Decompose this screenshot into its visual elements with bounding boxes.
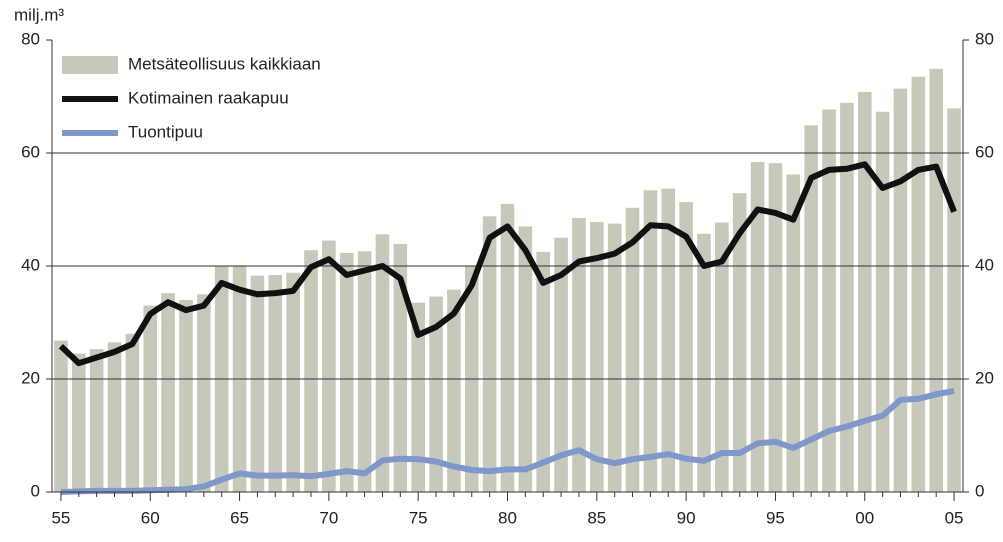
y-unit-label: milj.m³ xyxy=(14,5,64,24)
x-tick-label: 70 xyxy=(319,508,338,527)
bar xyxy=(893,88,908,492)
bar xyxy=(822,109,836,493)
y-tick-label: 80 xyxy=(21,29,40,48)
bar xyxy=(786,174,801,492)
bar xyxy=(661,188,676,492)
bar xyxy=(179,299,193,492)
bar xyxy=(268,275,283,492)
bar xyxy=(54,340,68,492)
bar xyxy=(339,253,354,492)
bar xyxy=(643,190,658,493)
bar xyxy=(590,221,604,492)
legend-swatch xyxy=(62,56,118,74)
x-tick-label: 60 xyxy=(141,508,160,527)
y2-tick-label: 40 xyxy=(975,255,994,274)
bar xyxy=(911,76,926,492)
bar xyxy=(143,305,158,492)
bar xyxy=(304,250,318,492)
bar xyxy=(107,342,122,492)
bar xyxy=(768,163,783,493)
bar xyxy=(840,102,854,492)
bar xyxy=(447,289,461,492)
y2-tick-label: 20 xyxy=(975,368,994,387)
bar xyxy=(375,234,390,493)
x-tick-label: 00 xyxy=(855,508,874,527)
bars xyxy=(54,68,961,493)
bar xyxy=(500,203,515,492)
bar xyxy=(715,222,729,492)
bar xyxy=(697,233,711,493)
y-tick-label: 40 xyxy=(21,255,40,274)
bar xyxy=(393,243,408,492)
bar xyxy=(411,302,425,492)
bar xyxy=(929,68,943,492)
bar xyxy=(947,108,961,493)
bar xyxy=(857,91,872,492)
bar xyxy=(286,272,300,492)
y2-tick-label: 0 xyxy=(975,481,984,500)
bar xyxy=(89,349,104,492)
bar xyxy=(804,125,818,492)
bar xyxy=(250,275,265,492)
bar xyxy=(607,223,622,492)
x-tick-label: 90 xyxy=(677,508,696,527)
bar xyxy=(357,251,372,492)
bar xyxy=(875,111,890,492)
legend-label: Kotimainen raakapuu xyxy=(128,88,289,107)
grid xyxy=(52,152,963,380)
bar xyxy=(197,294,211,492)
line xyxy=(58,161,957,367)
line xyxy=(60,387,955,495)
y2-tick-label: 60 xyxy=(975,142,994,161)
bar xyxy=(482,216,497,492)
legend-label: Tuontipuu xyxy=(128,122,203,141)
bar xyxy=(518,226,533,492)
bar xyxy=(161,293,175,492)
y-tick-label: 0 xyxy=(31,481,40,500)
bar xyxy=(554,237,568,492)
bar xyxy=(732,193,747,493)
x-tick-label: 65 xyxy=(230,508,249,527)
x-tick-label: 95 xyxy=(766,508,785,527)
y-tick-label: 60 xyxy=(21,142,40,161)
y2-tick-label: 80 xyxy=(975,29,994,48)
x-tick-label: 55 xyxy=(51,508,70,527)
lines xyxy=(58,161,957,495)
y-tick-label: 20 xyxy=(21,368,40,387)
bar xyxy=(625,207,640,492)
x-tick-label: 75 xyxy=(409,508,428,527)
bar xyxy=(72,353,86,492)
bar xyxy=(322,240,336,492)
bar xyxy=(750,162,765,493)
bar xyxy=(536,251,551,492)
bar xyxy=(429,296,443,492)
x-tick-label: 05 xyxy=(945,508,964,527)
legend-label: Metsäteollisuus kaikkiaan xyxy=(128,54,321,73)
x-tick-label: 80 xyxy=(498,508,517,527)
bar xyxy=(679,202,693,492)
bar xyxy=(125,333,140,492)
x-tick-label: 85 xyxy=(587,508,606,527)
bar xyxy=(572,217,586,492)
